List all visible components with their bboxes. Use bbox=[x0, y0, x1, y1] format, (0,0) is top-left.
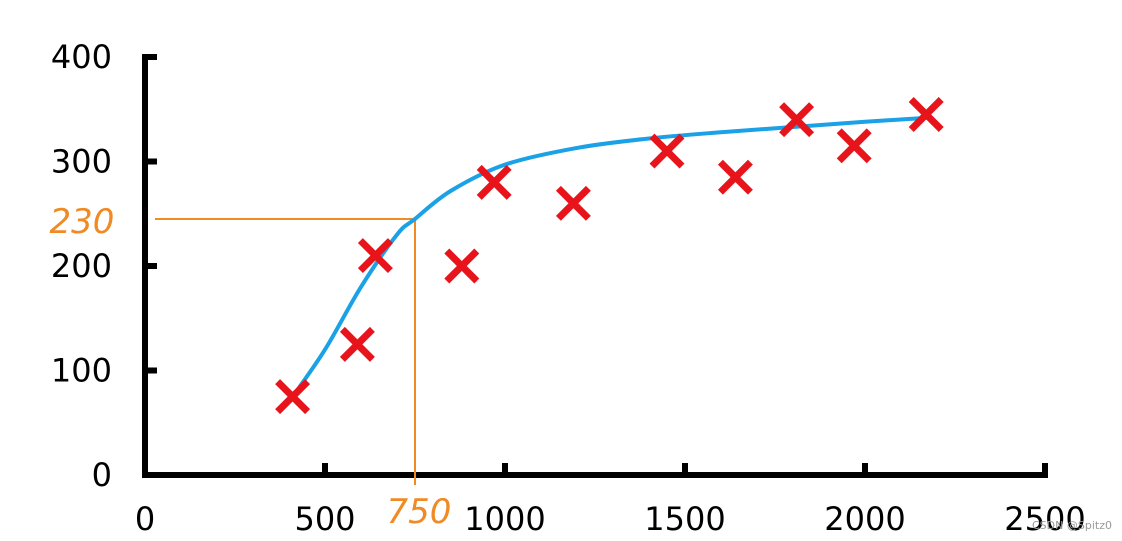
data-point-x-marker bbox=[649, 133, 685, 169]
data-point-x-marker bbox=[908, 97, 944, 132]
data-point-stroke bbox=[649, 133, 685, 169]
data-point-x-marker bbox=[339, 326, 375, 362]
data-point-x-marker bbox=[555, 185, 591, 221]
y-tick-label: 200 bbox=[51, 247, 112, 285]
data-point-stroke bbox=[717, 159, 753, 195]
data-point-x-marker bbox=[836, 128, 872, 164]
data-point-stroke bbox=[339, 326, 375, 362]
fit-curve bbox=[290, 115, 932, 399]
data-point-stroke bbox=[908, 97, 944, 132]
x-tick-label: 0 bbox=[135, 500, 155, 538]
data-point-x-marker bbox=[275, 379, 311, 415]
data-point-x-marker bbox=[476, 164, 512, 200]
data-point-x-marker bbox=[779, 102, 815, 138]
annotation-y-label: 230 bbox=[50, 202, 115, 242]
data-point-stroke bbox=[476, 164, 512, 200]
reading-annotation: 230 750 bbox=[50, 202, 452, 532]
x-tick-label: 2500 bbox=[1004, 500, 1085, 538]
watermark: CSDN @Spitz0 bbox=[1032, 519, 1112, 532]
y-tick-label: 0 bbox=[92, 456, 112, 494]
x-tick-label: 1000 bbox=[464, 500, 545, 538]
data-point-stroke bbox=[555, 185, 591, 221]
data-point-stroke bbox=[275, 379, 311, 415]
data-point-stroke bbox=[357, 238, 393, 274]
x-tick-label: 1500 bbox=[644, 500, 725, 538]
y-tick-label: 300 bbox=[51, 143, 112, 181]
data-point-stroke bbox=[444, 248, 480, 284]
y-tick-label: 400 bbox=[51, 38, 112, 76]
data-point-x-marker bbox=[717, 159, 753, 195]
data-point-x-marker bbox=[444, 248, 480, 284]
x-tick-label: 500 bbox=[294, 500, 355, 538]
data-point-stroke bbox=[836, 128, 872, 164]
data-points bbox=[275, 97, 944, 415]
y-tick-label: 100 bbox=[51, 352, 112, 390]
fit-curve-group bbox=[290, 115, 932, 399]
data-point-x-marker bbox=[357, 238, 393, 274]
data-point-stroke bbox=[779, 102, 815, 138]
x-tick-label: 2000 bbox=[824, 500, 905, 538]
chart-ticks: 0 500 1000 1500 2000 2500 0 100 200 300 400 bbox=[51, 38, 1086, 538]
annotation-x-label: 750 bbox=[387, 492, 452, 532]
